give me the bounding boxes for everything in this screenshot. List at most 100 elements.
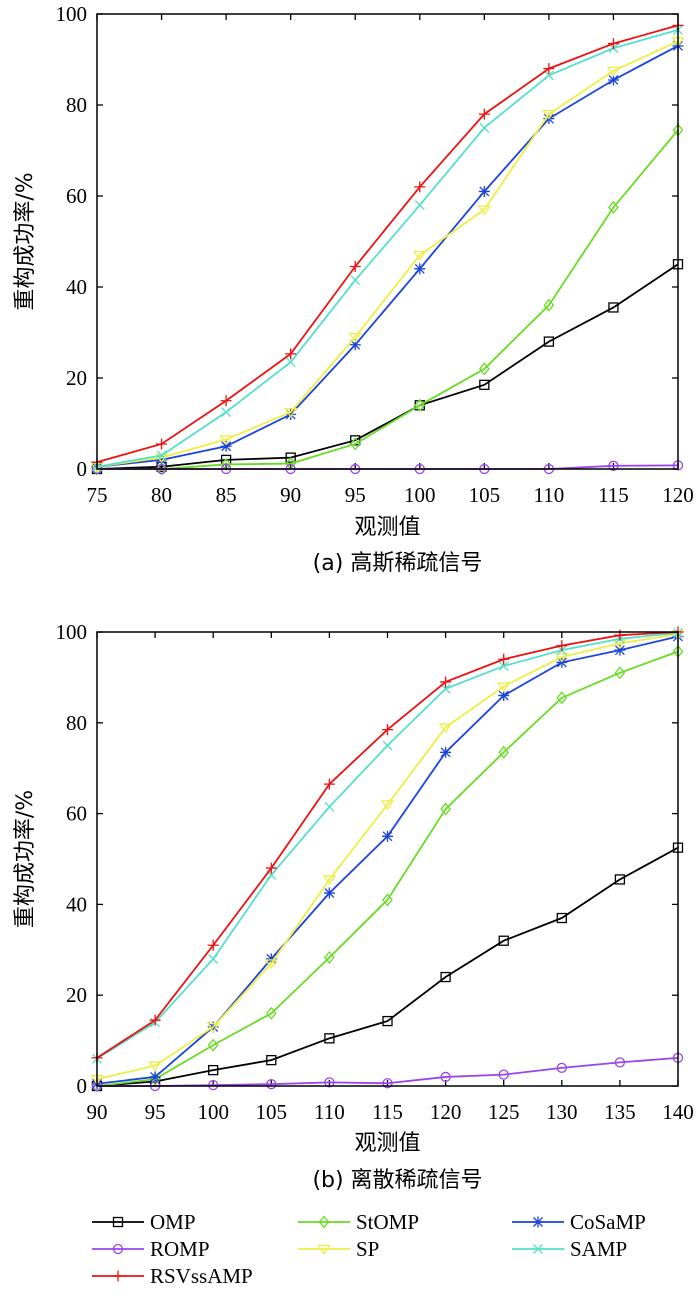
legend-item-romp: ROMP [92,1237,210,1261]
x-tick-label: 95 [145,1100,166,1124]
legend-marker [317,1244,331,1255]
series-line-stomp [97,129,679,470]
data-point-sp [438,723,453,733]
data-point-stomp [608,200,619,214]
data-point-romp [266,1079,277,1090]
legend-item-samp: SAMP [512,1237,627,1261]
data-point-stomp [440,802,451,816]
data-point-stomp [478,362,490,376]
legend-label: ROMP [150,1237,210,1261]
series-line-samp [96,632,679,1060]
data-point-sp [555,652,569,663]
series-line-cosamp [96,45,679,468]
data-point-omp [208,1064,219,1076]
data-point-romp [608,460,619,471]
series-line-stomp [96,650,679,1087]
legend-item-sp: SP [298,1237,379,1261]
data-point-rsvssamp [556,640,568,652]
data-point-omp [556,912,567,924]
data-point-cosamp [382,830,393,842]
legend-marker [112,1270,124,1282]
data-point-romp [440,1071,451,1083]
data-point-samp [350,275,361,286]
y-tick-label: 60 [66,802,87,826]
data-point-cosamp [478,185,490,197]
legend-item-cosamp: CoSaMP [512,1210,646,1234]
legend-label: StOMP [356,1210,419,1234]
data-point-romp [382,1078,393,1089]
data-point-omp [382,1015,393,1027]
data-point-sp [283,407,298,418]
data-point-sp [477,205,492,216]
data-point-samp [414,200,425,211]
data-point-sp [206,1022,220,1033]
data-point-sp [322,875,337,886]
y-tick-label: 0 [77,1074,88,1098]
y-tick-label: 40 [66,892,87,916]
data-point-cosamp [614,644,626,656]
data-point-omp [324,1033,335,1044]
legend-marker [112,1216,124,1228]
data-point-stomp [349,437,361,451]
data-point-rsvssamp [349,261,361,273]
data-point-samp [285,357,296,368]
data-point-romp [208,1079,219,1091]
series-line-samp [96,29,679,468]
data-point-rsvssamp [220,395,232,407]
x-tick-label: 80 [151,483,172,507]
x-tick-label: 95 [345,483,366,507]
x-tick-label: 100 [197,1100,229,1124]
data-point-cosamp [220,440,232,452]
y-tick-label: 80 [66,93,87,117]
x-tick-label: 120 [662,483,694,507]
chart-caption: (b) 离散稀疏信号 [312,1168,482,1193]
data-point-stomp [498,745,510,759]
series-line-rsvssamp [96,24,679,464]
legend-marker [533,1244,543,1254]
data-point-omp [266,1054,277,1066]
y-tick-label: 20 [66,366,87,390]
legend-marker [318,1215,330,1229]
x-tick-label: 115 [372,1100,403,1124]
data-point-stomp [324,950,335,965]
series-sp [91,630,684,1085]
data-point-cosamp [607,74,619,86]
legend-label: SAMP [570,1237,627,1261]
legend-item-omp: OMP [92,1210,196,1234]
data-point-cosamp [149,1071,161,1083]
series-rsvssamp [91,626,684,1064]
y-tick-label: 40 [66,275,87,299]
plot-series [91,626,684,1092]
y-tick-label: 100 [56,2,88,26]
data-point-sp [496,682,511,693]
x-tick-label: 115 [598,483,629,507]
data-point-sp [219,435,233,446]
data-point-sp [348,332,362,343]
y-tick-label: 20 [66,983,87,1007]
data-point-samp [382,740,393,751]
data-point-samp [156,450,167,461]
x-tick-label: 125 [488,1100,520,1124]
plot-frame [96,631,679,1087]
series-line-rsvssamp [96,631,679,1059]
plot-series [91,19,684,475]
data-point-romp [498,1069,509,1080]
plot-frame [96,13,679,470]
data-point-rsvssamp [440,676,452,688]
data-point-sp [380,800,395,811]
data-point-stomp [614,666,626,680]
y-tick-label: 0 [77,457,88,481]
data-point-samp [221,407,232,418]
series-line-sp [96,40,679,468]
x-tick-label: 140 [662,1100,694,1124]
data-point-sp [148,1061,162,1072]
data-point-omp [608,302,619,313]
legend-label: SP [356,1237,379,1261]
data-point-rsvssamp [265,862,277,874]
data-point-samp [208,953,219,964]
data-point-samp [440,683,451,694]
data-point-sp [264,959,279,970]
data-point-rsvssamp [323,778,335,790]
data-point-cosamp [349,339,361,351]
